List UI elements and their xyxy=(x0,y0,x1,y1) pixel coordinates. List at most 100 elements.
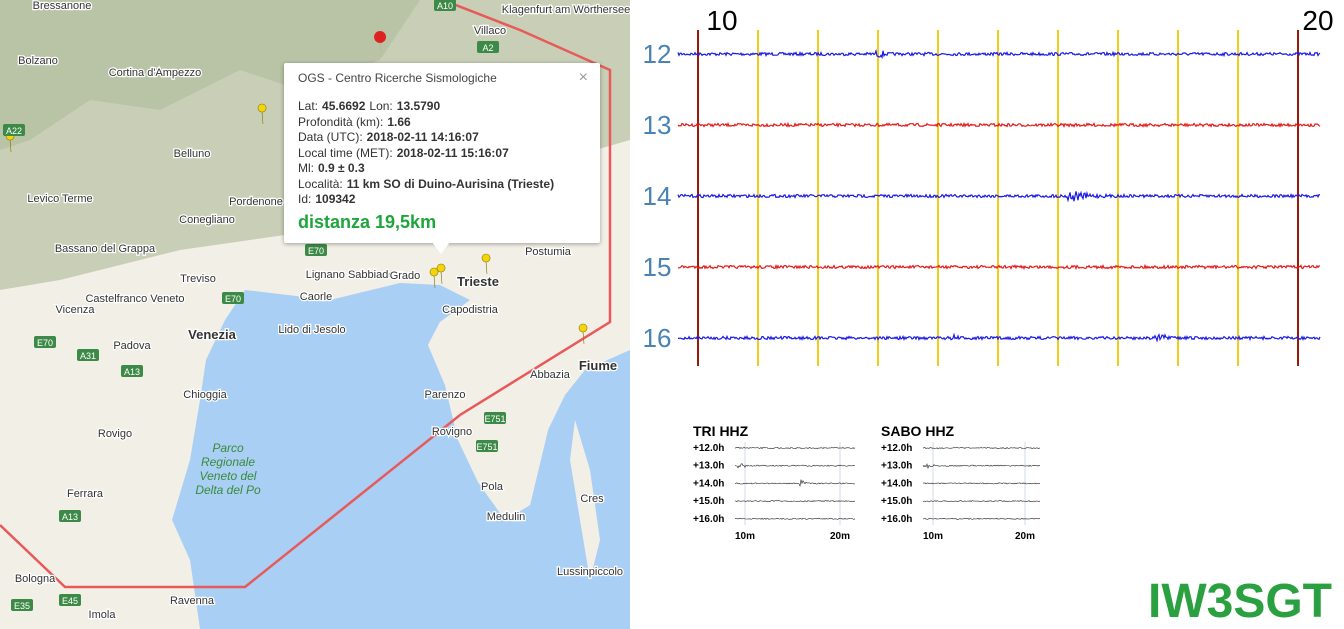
hour-label: 12 xyxy=(643,39,672,69)
detail-label: Ml: xyxy=(298,161,314,175)
panel-x-label: 10m xyxy=(923,531,943,542)
place-label: Grado xyxy=(390,270,421,282)
road-label: E751 xyxy=(484,414,505,424)
place-label: Levico Terme xyxy=(27,193,92,205)
detail-label: Lon: xyxy=(369,99,393,113)
place-label: Bassano del Grappa xyxy=(55,243,156,255)
place-label: Medulin xyxy=(487,511,526,523)
road-label: E70 xyxy=(225,294,241,304)
road-label: E751 xyxy=(476,442,497,452)
panel-row-label: +13.0h xyxy=(881,461,912,472)
panel-trace xyxy=(922,500,1041,503)
trace xyxy=(677,48,1321,60)
place-label: Lido di Jesolo xyxy=(278,324,345,336)
road-label: E70 xyxy=(308,246,324,256)
detail-line: Lat: 45.6692 Lon: 13.5790 xyxy=(298,99,586,115)
detail-label: Data (UTC): xyxy=(298,130,363,144)
place-label: Conegliano xyxy=(179,214,235,226)
road-label: A10 xyxy=(437,1,453,11)
road-shield xyxy=(121,365,143,377)
place-label: Treviso xyxy=(180,273,216,285)
hour-label: 15 xyxy=(643,252,672,282)
panel-trace xyxy=(922,446,1041,449)
trace xyxy=(677,190,1321,203)
road-shield xyxy=(34,336,56,348)
panel-x-label: 10m xyxy=(735,531,755,542)
panel-trace xyxy=(734,500,856,503)
place-label: Pola xyxy=(481,481,504,493)
road-label: E45 xyxy=(62,596,78,606)
detail-value: 11 km SO di Duino-Aurisina (Trieste) xyxy=(346,176,555,191)
park-label: Veneto del xyxy=(200,469,257,483)
place-label: Ravenna xyxy=(170,595,215,607)
place-label: Bolzano xyxy=(18,55,58,67)
detail-line: Data (UTC): 2018-02-11 14:16:07 xyxy=(298,130,586,146)
panel-row-label: +14.0h xyxy=(881,478,912,489)
popup-tip xyxy=(432,242,450,254)
road-shield xyxy=(477,41,499,53)
panel-row-label: +15.0h xyxy=(693,496,724,507)
place-label: Cortina d'Ampezzo xyxy=(109,67,202,79)
place-label: Imola xyxy=(89,609,117,621)
hour-label: 16 xyxy=(643,323,672,353)
detail-label: Località: xyxy=(298,176,343,191)
trace xyxy=(677,263,1321,271)
place-label: Rovigno xyxy=(432,426,472,438)
close-button[interactable]: × xyxy=(578,69,588,86)
minute-label: 20 xyxy=(1302,5,1333,36)
place-label: Pordenone xyxy=(229,196,283,208)
road-shield xyxy=(11,599,33,611)
panel-trace xyxy=(734,517,856,520)
panel-row-label: +16.0h xyxy=(881,514,912,525)
distance: distanza 19,5km xyxy=(298,211,437,232)
road-shield xyxy=(305,244,327,256)
panel-row-label: +12.0h xyxy=(693,443,724,454)
road-label: A2 xyxy=(482,43,493,53)
place-label: Cres xyxy=(580,493,604,505)
panel-row-label: +16.0h xyxy=(693,514,724,525)
road-shield xyxy=(484,412,506,424)
place-label: Castelfranco Veneto xyxy=(85,293,184,305)
panel-x-label: 20m xyxy=(830,531,850,542)
panel-row-label: +15.0h xyxy=(881,496,912,507)
popup-details: Lat: 45.6692 Lon: 13.5790 Profondità (km): 1.… xyxy=(298,99,586,208)
detail-line: Ml: 0.9 ± 0.3 xyxy=(298,161,586,177)
place-label: Chioggia xyxy=(183,389,227,401)
panel-title: TRI HHZ xyxy=(693,423,749,439)
place-label: Belluno xyxy=(174,148,211,160)
panel-row-label: +12.0h xyxy=(881,443,912,454)
region-border xyxy=(0,0,612,589)
detail-value: 2018-02-11 14:16:07 xyxy=(366,130,479,144)
detail-line: Id: 109342 xyxy=(298,192,586,208)
hour-label: 14 xyxy=(643,181,672,211)
road-shield xyxy=(476,440,498,452)
trace xyxy=(678,332,1321,343)
detail-value: 45.6692 xyxy=(322,99,366,113)
place-label: Parenzo xyxy=(425,389,466,401)
island xyxy=(570,420,600,580)
detail-value: 13.5790 xyxy=(396,99,441,113)
place-label: Lussinpiccolo xyxy=(557,566,623,578)
place-label: Padova xyxy=(113,340,151,352)
trace xyxy=(677,121,1321,129)
panel-row-label: +13.0h xyxy=(693,461,724,472)
place-label: Lignano Sabbiadoro xyxy=(306,269,404,281)
road-label: A13 xyxy=(124,367,140,377)
road-label: A31 xyxy=(80,351,96,361)
panel-trace xyxy=(922,517,1041,520)
event-popup: × OGS - Centro Ricerche Sismologiche Lat… xyxy=(284,63,600,243)
place-label: Bologna xyxy=(15,573,56,585)
park-label: Regionale xyxy=(201,455,255,469)
hour-label: 13 xyxy=(643,110,672,140)
map-sea xyxy=(172,283,630,629)
panel-trace xyxy=(922,482,1041,485)
road-label: E70 xyxy=(37,338,53,348)
panel-trace xyxy=(734,446,856,450)
detail-line: Profondità (km): 1.66 xyxy=(298,115,586,131)
detail-line: Local time (MET): 2018-02-11 15:16:07 xyxy=(298,146,586,162)
road-label: E35 xyxy=(14,601,30,611)
minute-label: 10 xyxy=(706,5,737,36)
place-label: Fiume xyxy=(579,358,617,373)
